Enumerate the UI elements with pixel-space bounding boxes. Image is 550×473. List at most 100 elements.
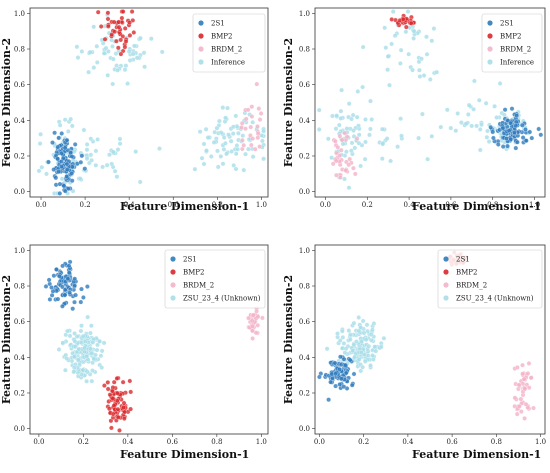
scatter-point xyxy=(351,320,357,326)
scatter-point xyxy=(364,322,370,328)
scatter-point xyxy=(231,124,236,130)
scatter-point xyxy=(523,138,529,144)
scatter-point xyxy=(90,340,96,345)
scatter-point xyxy=(84,156,90,161)
scatter-point xyxy=(64,174,70,179)
scatter-point xyxy=(142,64,147,70)
scatter-point xyxy=(59,131,65,136)
scatter-point xyxy=(333,383,338,389)
scatter-point xyxy=(522,416,527,421)
scatter-point xyxy=(500,125,506,131)
scatter-point xyxy=(84,353,89,359)
scatter-point xyxy=(85,284,90,289)
scatter-point xyxy=(79,153,85,159)
scatter-point xyxy=(133,149,139,154)
legend-marker xyxy=(443,256,449,262)
scatter-point xyxy=(82,345,87,351)
scatter-point xyxy=(417,74,423,79)
scatter-point xyxy=(115,67,120,73)
scatter-point xyxy=(379,156,385,162)
y-tick-label: 0.4 xyxy=(14,117,26,125)
y-tick-label: 0.0 xyxy=(299,425,310,433)
scatter-point xyxy=(249,324,255,329)
scatter-point xyxy=(506,128,512,134)
scatter-point xyxy=(95,137,100,142)
scatter-point xyxy=(88,330,93,336)
scatter-point xyxy=(37,141,43,146)
scatter-point xyxy=(64,137,70,143)
scatter-point xyxy=(463,121,469,127)
scatter-point xyxy=(126,49,132,54)
scatter-point xyxy=(358,163,363,169)
scatter-point xyxy=(98,353,104,359)
scatter-point xyxy=(438,124,444,130)
scatter-point xyxy=(356,357,362,362)
scatter-point xyxy=(127,33,133,38)
scatter-point xyxy=(260,138,265,144)
scatter-point xyxy=(69,171,75,176)
scatter-point xyxy=(117,141,123,147)
legend-marker xyxy=(443,282,449,288)
legend-label: BRDM_2 xyxy=(211,46,242,54)
scatter-point xyxy=(74,44,80,50)
x-tick-label: 0.6 xyxy=(167,438,179,446)
scatter-point xyxy=(346,162,352,168)
y-tick-label: 0.0 xyxy=(14,425,25,433)
scatter-point xyxy=(127,20,132,25)
x-axis-label: Feature Dimension-1 xyxy=(412,448,541,461)
y-tick-label: 0.2 xyxy=(14,389,25,397)
scatter-point xyxy=(251,312,256,318)
scatter-point xyxy=(474,123,479,129)
scatter-point xyxy=(115,45,121,51)
scatter-point xyxy=(484,134,490,140)
scatter-point xyxy=(383,45,389,51)
y-tick-label: 0.6 xyxy=(14,81,26,89)
scatter-point xyxy=(116,19,121,25)
scatter-point xyxy=(521,376,527,382)
scatter-point xyxy=(46,159,51,165)
legend-label: 2S1 xyxy=(456,256,470,264)
scatter-point xyxy=(455,111,461,116)
scatter-point xyxy=(369,117,375,122)
scatter-point xyxy=(363,117,368,122)
scatter-point xyxy=(95,9,101,15)
scatter-point xyxy=(495,142,501,147)
scatter-point xyxy=(254,308,259,314)
scatter-point xyxy=(338,147,344,153)
scatter-point xyxy=(398,61,403,66)
scatter-point xyxy=(65,276,71,281)
scatter-point xyxy=(492,103,497,109)
legend-marker xyxy=(487,20,493,26)
scatter-point xyxy=(109,32,115,37)
scatter-point xyxy=(122,26,128,31)
scatter-point xyxy=(261,156,266,162)
scatter-point xyxy=(105,386,111,392)
scatter-point xyxy=(81,295,86,300)
y-tick-label: 1.0 xyxy=(14,10,25,18)
scatter-point xyxy=(241,167,247,173)
scatter-point xyxy=(420,111,425,117)
y-axis-label: Feature Dimension-2 xyxy=(0,275,13,404)
scatter-point xyxy=(337,133,343,139)
y-tick-label: 1.0 xyxy=(299,247,310,255)
legend-box xyxy=(192,13,266,73)
scatter-point xyxy=(221,147,227,152)
scatter-point xyxy=(88,136,94,142)
scatter-point xyxy=(73,292,78,298)
scatter-point xyxy=(105,72,111,78)
scatter-point xyxy=(527,129,533,135)
scatter-point xyxy=(72,344,78,350)
scatter-point xyxy=(78,328,84,334)
scatter-point xyxy=(381,335,387,341)
x-tick-label: 1.0 xyxy=(256,438,267,446)
scatter-point xyxy=(109,425,114,431)
scatter-point xyxy=(131,43,137,49)
scatter-point xyxy=(58,159,64,164)
scatter-point xyxy=(117,428,122,433)
scatter-point xyxy=(356,140,362,146)
scatter-point xyxy=(370,327,375,333)
y-tick-label: 0.8 xyxy=(14,283,25,291)
plot-frame xyxy=(29,244,269,435)
scatter-point xyxy=(354,136,360,141)
y-tick-label: 0.8 xyxy=(14,46,25,54)
